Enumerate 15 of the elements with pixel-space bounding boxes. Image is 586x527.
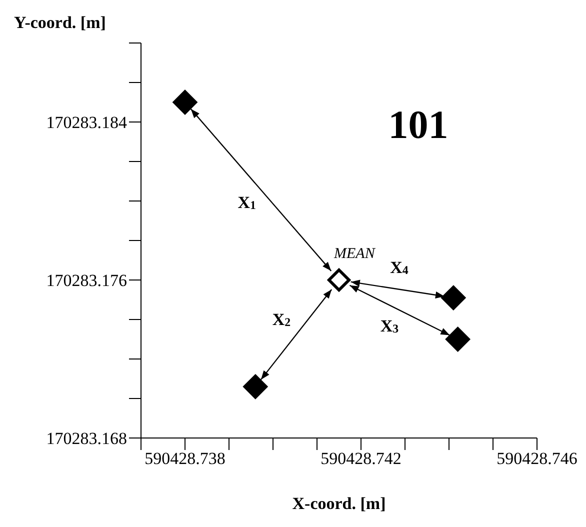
- point: [242, 374, 268, 400]
- x-tick-label: 590428.746: [496, 449, 578, 468]
- point: [440, 285, 466, 310]
- series-label: MEAN: [333, 246, 376, 262]
- point: [328, 268, 350, 292]
- y-tick-label: 170283.184: [46, 113, 128, 132]
- x-axis-title: X-coord. [m]: [292, 494, 386, 513]
- point: [172, 90, 198, 115]
- x-tick-label: 590428.742: [320, 449, 402, 468]
- y-tick-label: 170283.168: [46, 429, 127, 448]
- point: [445, 326, 470, 352]
- annotation: 101: [388, 102, 448, 147]
- x-tick-label: 590428.738: [144, 449, 226, 468]
- y-tick-label: 170283.176: [46, 271, 127, 290]
- y-axis-title: Y-coord. [m]: [14, 13, 106, 32]
